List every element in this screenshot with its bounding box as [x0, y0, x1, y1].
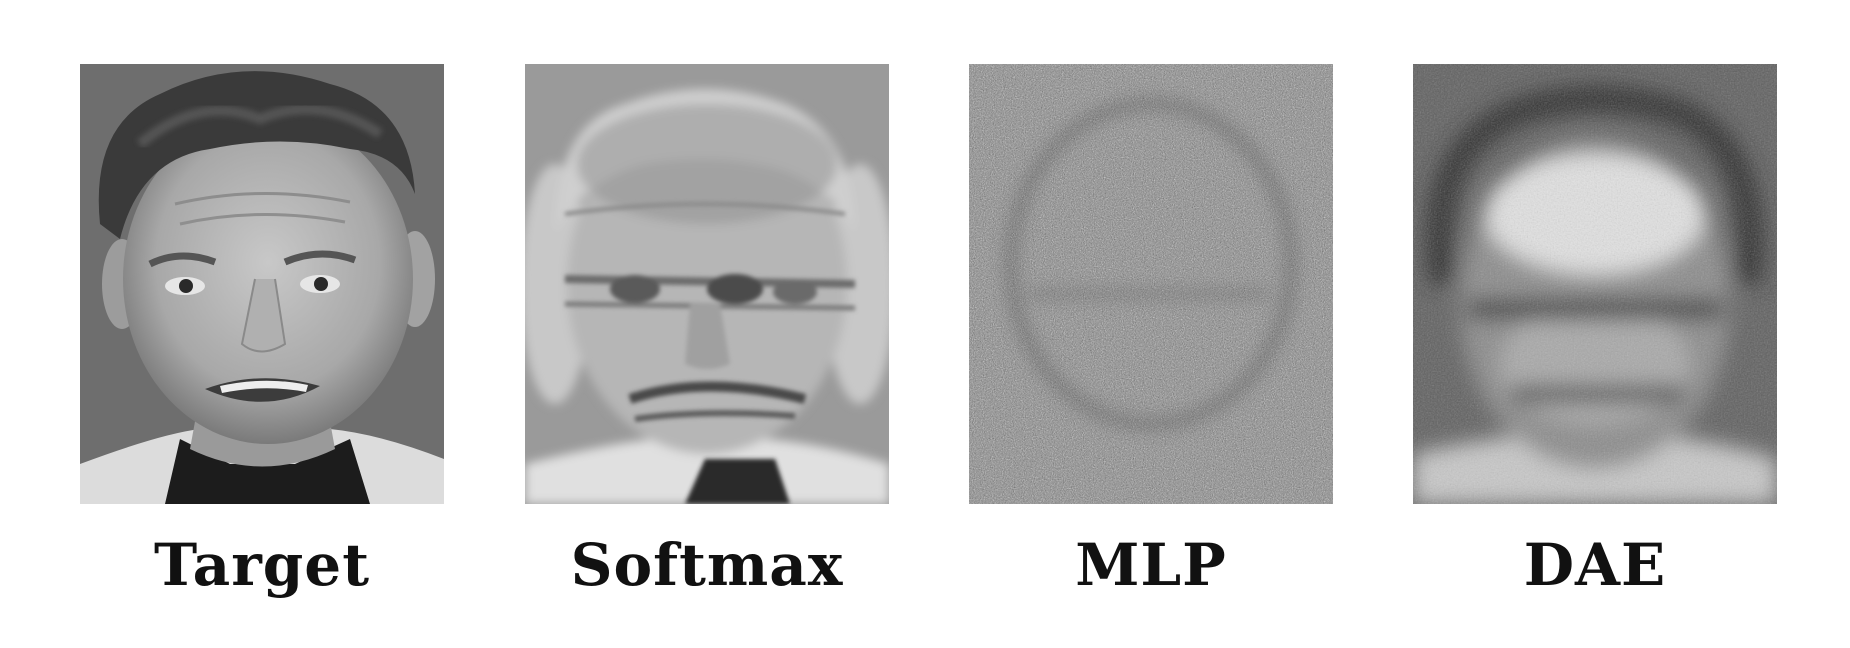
caption-dae: DAE: [1523, 531, 1667, 599]
dae-reconstruction-image: [1413, 64, 1777, 504]
caption-softmax: Softmax: [570, 531, 844, 599]
panel-mlp: MLP: [969, 0, 1333, 648]
target-face-image: [80, 64, 444, 504]
panel-target: Target: [80, 0, 444, 648]
caption-target: Target: [154, 531, 370, 599]
panel-softmax: Softmax: [525, 0, 889, 648]
mlp-reconstruction-image: [969, 64, 1333, 504]
caption-mlp: MLP: [1075, 531, 1227, 599]
softmax-reconstruction-image: [525, 64, 889, 504]
panel-dae: DAE: [1413, 0, 1777, 648]
